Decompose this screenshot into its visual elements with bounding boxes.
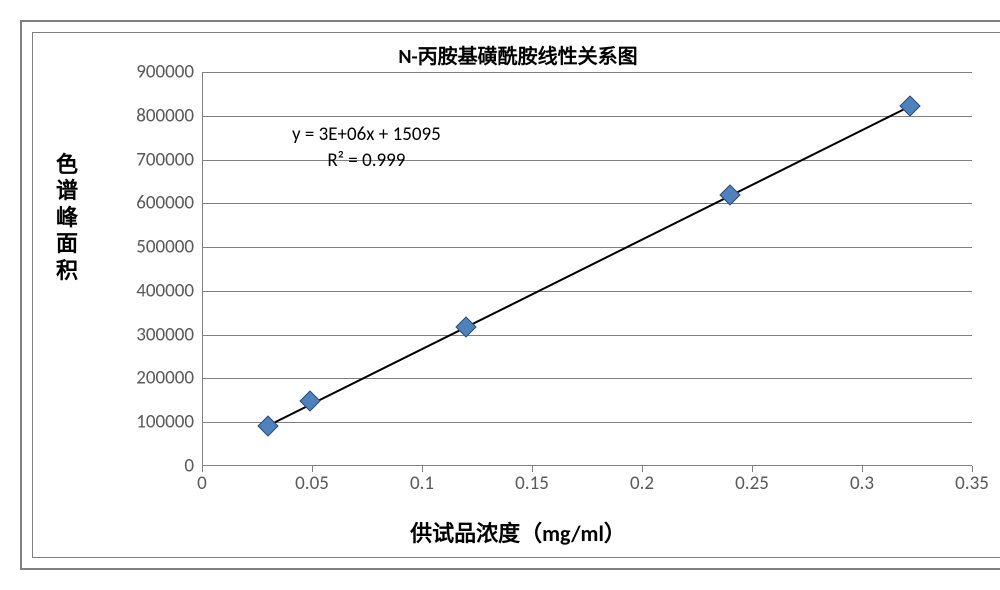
x-axis-label: 供试品浓度（mg/ml）	[32, 516, 1000, 548]
y-tick-label: 800000	[89, 104, 194, 127]
y-tick-label: 0	[89, 455, 194, 478]
y-tick-label: 200000	[89, 367, 194, 390]
chart-container: N-丙胺基磺酰胺线性关系图 色谱峰面积 供试品浓度（mg/ml） y = 3E+…	[32, 32, 1000, 558]
y-tick-label: 300000	[89, 323, 194, 346]
y-axis-label: 色谱峰面积	[56, 152, 78, 284]
y-tick-label: 900000	[89, 61, 194, 84]
trendline-equation-box: y = 3E+06x + 15095 R² = 0.999	[292, 122, 441, 173]
x-tick-label: 0.3	[850, 472, 874, 495]
y-tick-label: 500000	[89, 236, 194, 259]
y-tick-label: 100000	[89, 411, 194, 434]
gridline-horizontal	[203, 422, 972, 423]
gridline-horizontal	[203, 247, 972, 248]
gridline-horizontal	[203, 335, 972, 336]
x-tick-label: 0.1	[410, 472, 434, 495]
trendline-equation: y = 3E+06x + 15095	[292, 122, 441, 148]
y-tick-label: 600000	[89, 192, 194, 215]
y-tick-label: 400000	[89, 279, 194, 302]
chart-outer-frame: N-丙胺基磺酰胺线性关系图 色谱峰面积 供试品浓度（mg/ml） y = 3E+…	[20, 20, 1000, 570]
x-tick-label: 0.05	[295, 472, 329, 495]
gridline-horizontal	[203, 291, 972, 292]
gridline-horizontal	[203, 378, 972, 379]
x-tick-label: 0.35	[955, 472, 989, 495]
gridline-horizontal	[203, 72, 972, 73]
x-tick-label: 0.15	[515, 472, 549, 495]
x-tick-label: 0	[197, 472, 207, 495]
gridline-horizontal	[203, 203, 972, 204]
x-tick-label: 0.25	[735, 472, 769, 495]
y-tick-label: 700000	[89, 148, 194, 171]
gridline-horizontal	[203, 116, 972, 117]
x-tick-label: 0.2	[630, 472, 654, 495]
trendline-r-squared: R² = 0.999	[292, 148, 441, 174]
